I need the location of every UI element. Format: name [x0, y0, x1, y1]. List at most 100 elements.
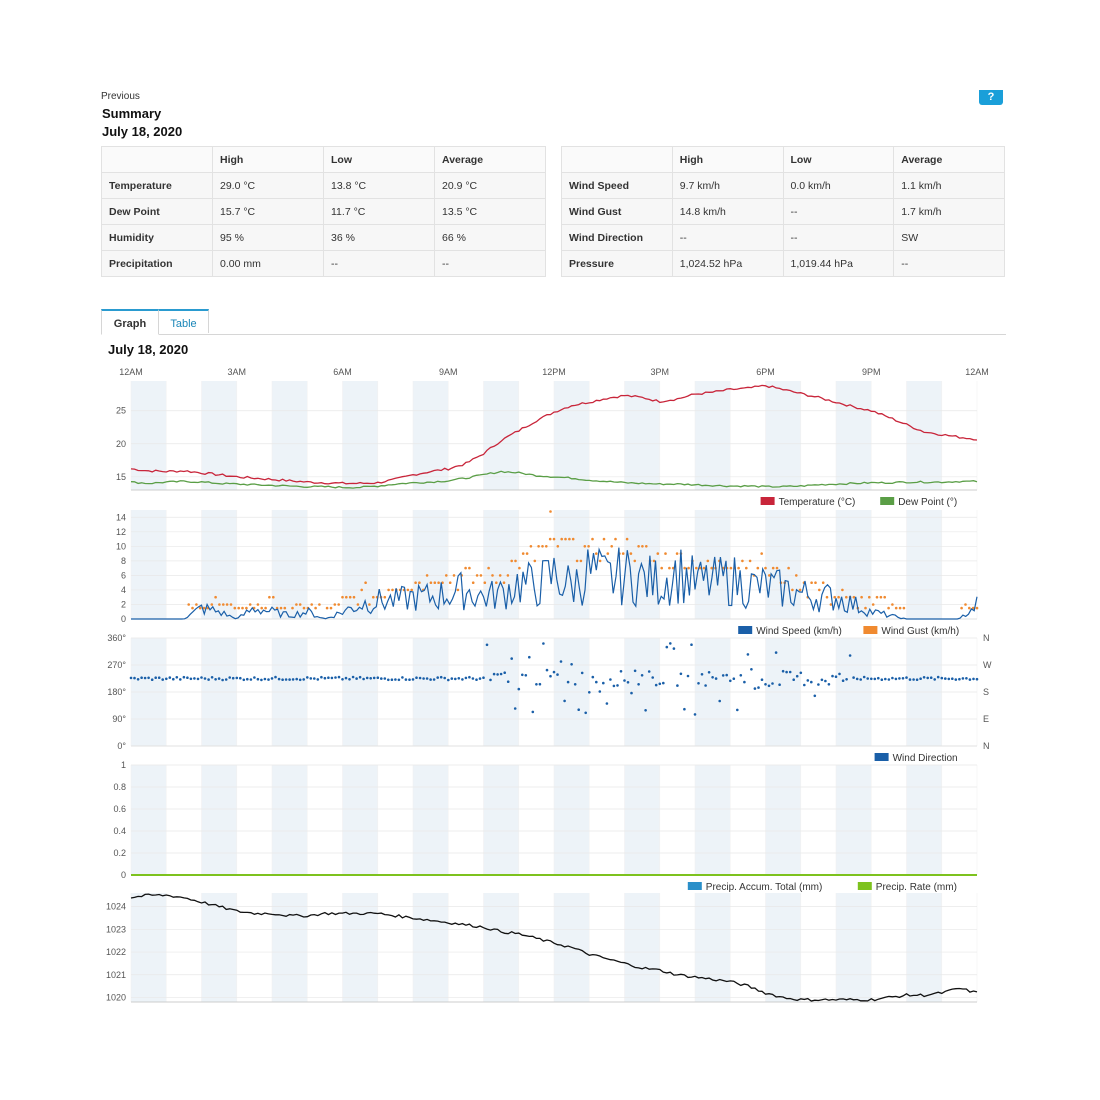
wind-gust-point [760, 552, 763, 555]
wind-direction-point [542, 642, 545, 645]
wind-direction-point [630, 691, 633, 695]
wind-direction-point [172, 677, 175, 681]
wind-direction-point [848, 654, 852, 657]
wind-gust-point [452, 574, 456, 577]
wind-direction-point [256, 677, 260, 681]
tab-graph[interactable]: Graph [101, 309, 159, 335]
wind-gust-point [406, 588, 410, 592]
wind-direction-point [207, 678, 210, 681]
wind-gust-point [595, 552, 598, 555]
wind-gust-point [695, 566, 698, 570]
precip-panel-band [836, 765, 872, 875]
wind-direction-point [679, 672, 683, 676]
wind-gust-point [637, 545, 640, 548]
direction-compass-label: N [983, 633, 990, 643]
help-button[interactable]: ? [979, 90, 1003, 105]
wind-direction-point [224, 678, 228, 681]
wind-gust-point [291, 606, 294, 610]
wind-gust-point [871, 603, 875, 606]
precip-panel-band [695, 765, 731, 875]
table-cell: -- [782, 224, 895, 251]
wind-direction-point [852, 676, 855, 679]
precip-y-tick-label: 1 [121, 760, 126, 770]
direction-y-tick-label: 90° [112, 714, 126, 724]
wind-direction-point [499, 672, 503, 676]
wind-direction-point [954, 678, 958, 681]
precip-panel-band [906, 765, 942, 875]
wind-direction-point [376, 676, 380, 679]
previous-link[interactable]: Previous [101, 91, 140, 102]
tab-table[interactable]: Table [159, 309, 209, 333]
wind-gust-point [887, 606, 890, 610]
wind-gust-point [860, 595, 863, 599]
wind-direction-point [179, 678, 182, 681]
wind-gust-point [683, 566, 686, 570]
wind-direction-point [788, 670, 792, 674]
wind-gust-point [368, 603, 371, 606]
wind-direction-point [577, 708, 580, 711]
wind-gust-point [814, 581, 817, 584]
table-header-cell [101, 146, 213, 173]
direction-y-tick-label: 270° [107, 660, 126, 670]
direction-panel-band [836, 638, 872, 746]
wind-direction-point [425, 677, 429, 680]
wind-gust-point [498, 574, 502, 577]
precip-rate-legend-swatch [857, 882, 872, 890]
precip-panel-band [342, 765, 378, 875]
temp-panel-band [554, 381, 590, 490]
wind-direction-point [732, 677, 736, 680]
wind-panel-band [483, 510, 519, 619]
wind-gust-point [510, 559, 513, 563]
row-label: Pressure [561, 250, 673, 277]
wind-panel-y-tick-label: 0 [121, 614, 126, 624]
wind-direction-point [707, 671, 711, 674]
wind-direction-point [549, 674, 552, 678]
wind-direction-point [387, 678, 390, 682]
table-cell: 29.0 °C [212, 172, 324, 199]
precip-panel-band [765, 765, 801, 875]
wind-gust-point [241, 606, 244, 610]
pressure-panel-band [483, 893, 519, 1002]
wind-direction-point [524, 674, 528, 677]
wind-direction-point [697, 682, 700, 685]
wind-gust-point [606, 552, 610, 555]
x-tick-label: 6PM [756, 367, 775, 377]
wind-gust-point [748, 559, 752, 563]
table-cell: 66 % [434, 224, 546, 251]
wind-gust-point [795, 574, 798, 577]
wind-gust-point [756, 566, 760, 570]
wind-direction-point [968, 678, 972, 681]
summary-table-wind-pressure: High Low Average Wind Speed 9.7 km/h 0.0… [561, 146, 1005, 277]
wind-gust-point [868, 595, 871, 599]
wind-direction-point [337, 675, 341, 679]
row-label: Wind Direction [561, 224, 673, 251]
wind-direction-point [242, 678, 246, 682]
wind-direction-point [831, 674, 834, 678]
table-header-cell: Low [323, 146, 435, 173]
wind-gust-point [325, 606, 329, 610]
wind-direction-point [588, 691, 591, 694]
wind-gust-point [410, 588, 414, 592]
wind-gust-point [841, 588, 844, 592]
wind-direction-point [464, 676, 468, 680]
wind-gust-point [272, 595, 275, 599]
wind-gust-point [521, 552, 525, 555]
x-tick-label: 12AM [965, 367, 989, 377]
wind-gust-point [425, 574, 429, 577]
wind-gust-point [198, 606, 202, 610]
wind-gust-point [833, 595, 836, 599]
wind-direction-point [302, 678, 306, 681]
wind-direction-point [929, 676, 933, 679]
wind-direction-point [774, 651, 778, 654]
direction-panel-band [695, 638, 731, 746]
wind-direction-point [746, 653, 750, 656]
wind-gust-point [487, 566, 490, 570]
wind-direction-point [654, 683, 658, 687]
wind-gust-point [475, 574, 479, 577]
wind-direction-point [249, 678, 253, 681]
temp-panel-band [272, 381, 308, 490]
wind-direction-point [401, 676, 404, 679]
wind-direction-point [799, 671, 803, 675]
wind-gust-point [237, 606, 240, 610]
wind-direction-point [859, 678, 862, 681]
